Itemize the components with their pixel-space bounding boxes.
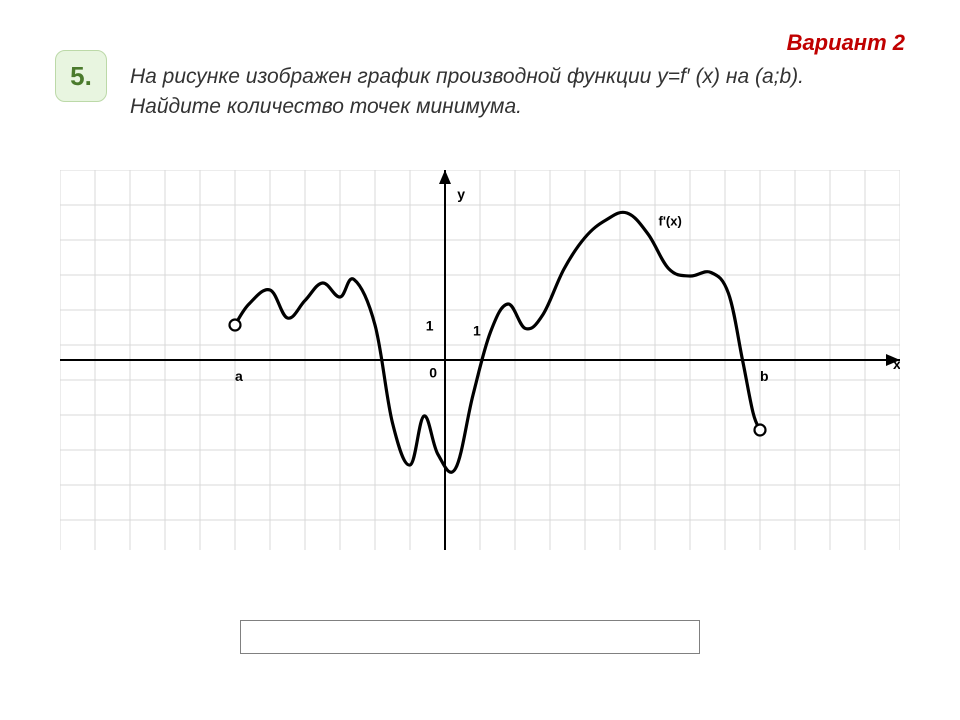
- problem-statement: На рисунке изображен график производной …: [130, 62, 870, 123]
- problem-number-text: 5.: [70, 61, 92, 92]
- derivative-curve: [235, 212, 760, 472]
- endpoint-b-marker: [755, 425, 766, 436]
- chart-svg: y x 0 1 1 a b f'(x): [60, 170, 900, 550]
- answer-input-box[interactable]: [240, 620, 700, 654]
- chart-label-x: x: [893, 356, 900, 372]
- chart-label-y: y: [457, 186, 465, 202]
- chart-label-one_x: 1: [473, 323, 481, 339]
- chart-label-one_y: 1: [426, 317, 434, 333]
- chart-label-b: b: [760, 368, 769, 384]
- problem-number-badge: 5.: [55, 50, 107, 102]
- chart-label-a: a: [235, 368, 243, 384]
- endpoint-a-marker: [230, 320, 241, 331]
- variant-label: Вариант 2: [787, 30, 905, 56]
- chart-label-zero: 0: [429, 365, 437, 381]
- derivative-chart: y x 0 1 1 a b f'(x): [60, 170, 900, 555]
- chart-label-fprime: f'(x): [659, 213, 682, 228]
